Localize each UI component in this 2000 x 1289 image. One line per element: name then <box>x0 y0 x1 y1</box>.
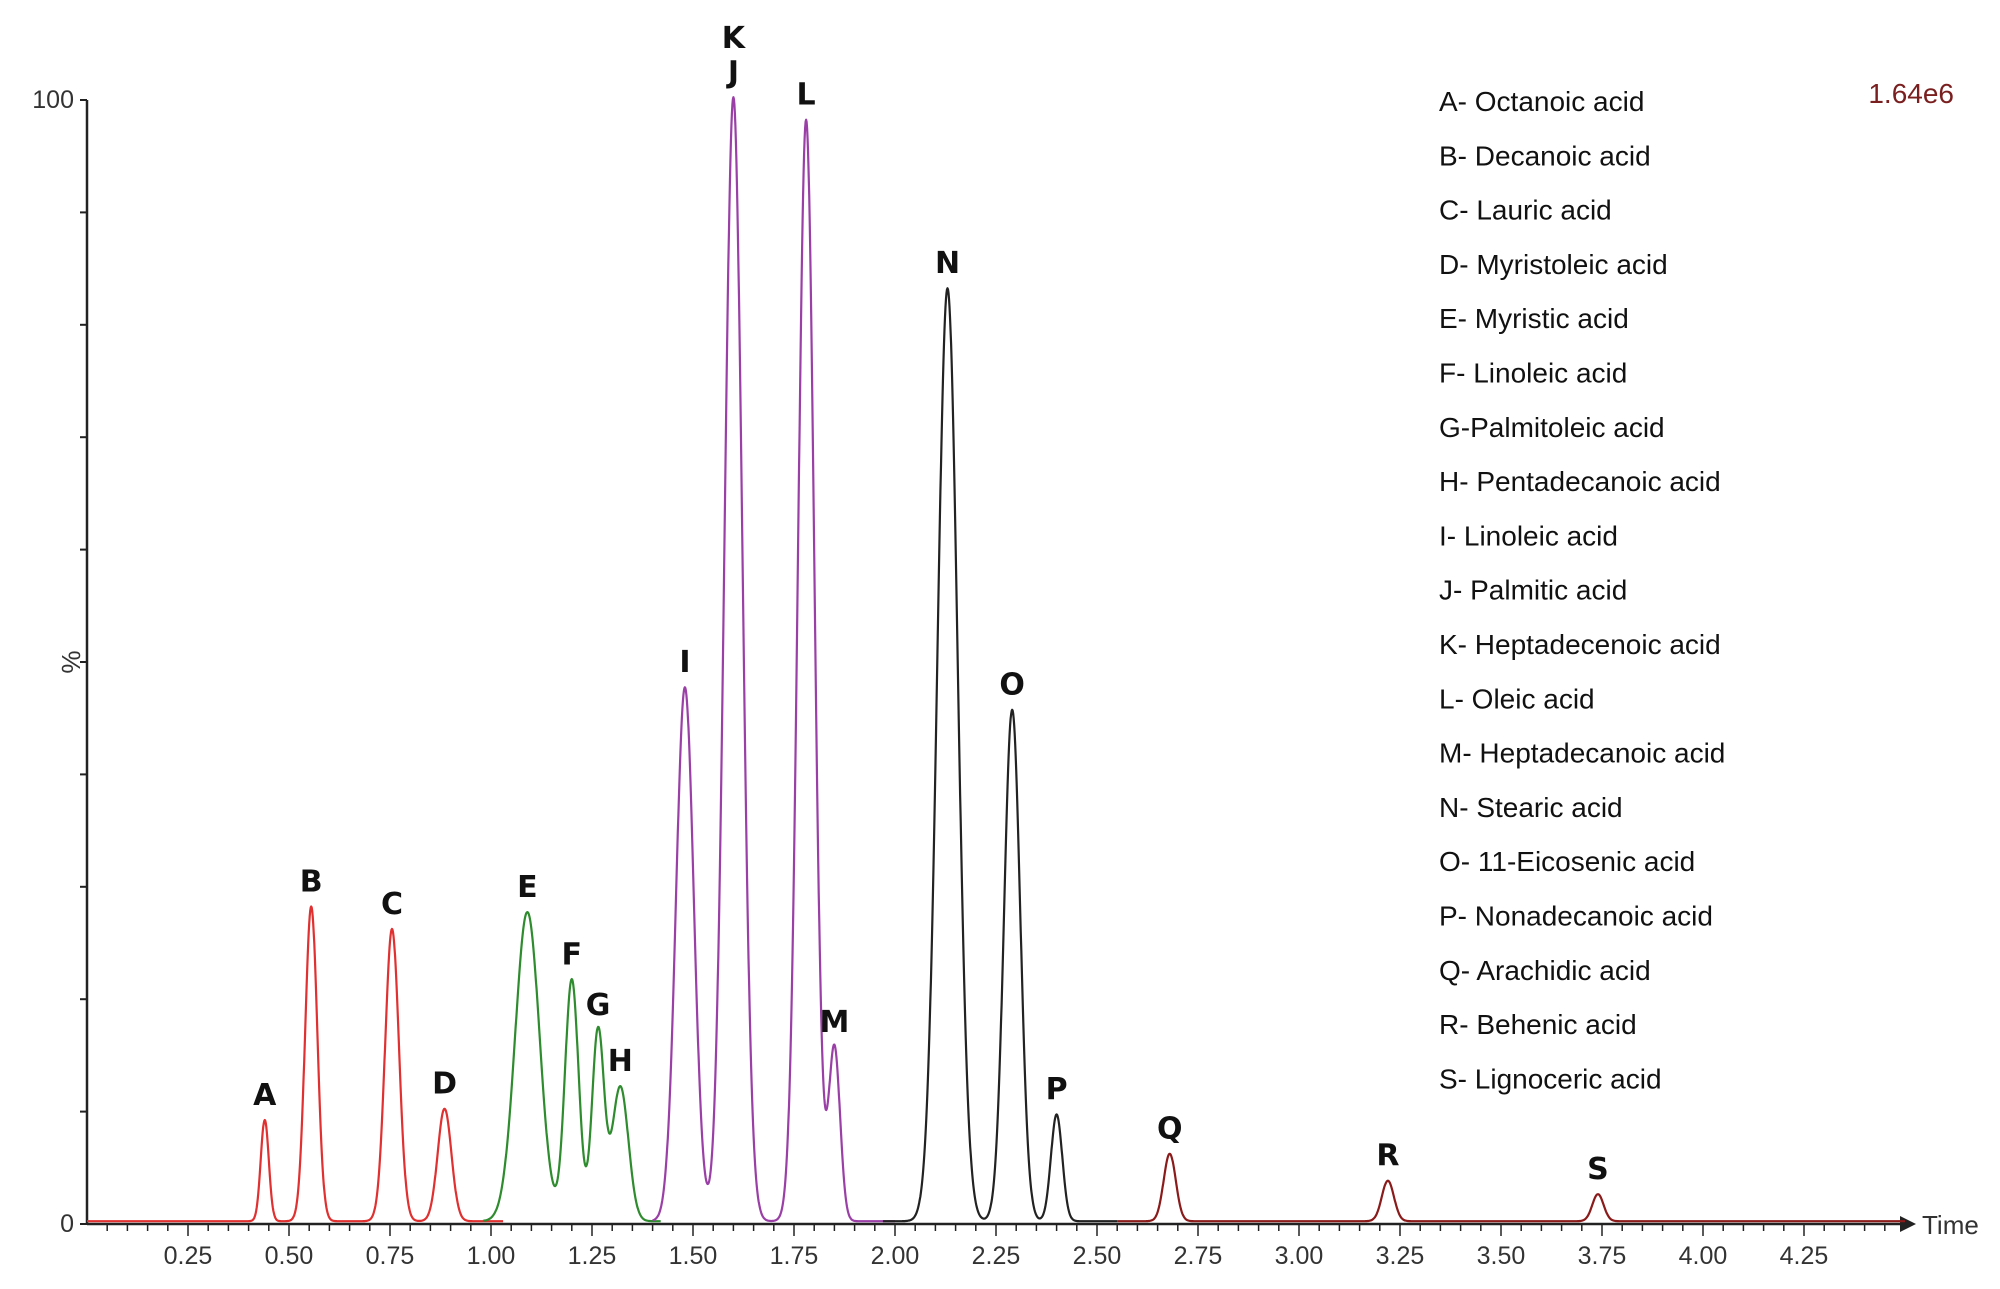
x-tick-label: 4.25 <box>1780 1242 1829 1270</box>
y-tick-label: 0 <box>60 1210 74 1238</box>
legend-item: D- Myristoleic acid <box>1439 249 1668 280</box>
legend-item: P- Nonadecanoic acid <box>1439 901 1713 932</box>
peak-label-R: R <box>1376 1139 1399 1174</box>
legend-item: N- Stearic acid <box>1439 792 1623 823</box>
peak-label-M: M <box>819 1005 849 1040</box>
series-layer <box>86 96 1906 1223</box>
legend-item: L- Oleic acid <box>1439 683 1595 714</box>
legend-item: M- Heptadecanoic acid <box>1439 738 1725 769</box>
series-segment-3 <box>652 96 896 1223</box>
peak-label-I: I <box>679 645 690 680</box>
x-tick-label: 3.50 <box>1477 1242 1526 1270</box>
peak-label-E: E <box>517 870 538 905</box>
x-tick-label: 3.75 <box>1578 1242 1627 1270</box>
peak-label-C: C <box>381 887 403 922</box>
legend-item: K- Heptadecenoic acid <box>1439 629 1721 660</box>
x-tick-label: 2.25 <box>972 1242 1021 1270</box>
legend-item: R- Behenic acid <box>1439 1009 1637 1040</box>
series-segment-2 <box>482 911 662 1223</box>
x-tick-label: 0.50 <box>265 1242 314 1270</box>
y-tick-label: 100 <box>32 86 74 114</box>
peak-label-L: L <box>797 77 816 112</box>
intensity-scale-label: 1.64e6 <box>1868 78 1954 109</box>
x-tick-label: 1.00 <box>467 1242 516 1270</box>
peak-label-N: N <box>935 246 960 281</box>
peak-label-F: F <box>562 937 583 972</box>
x-ticks: 0.25 0.50 0.75 1.00 1.25 1.50 1.75 2.00 2.25 2.50… <box>106 1224 1886 1270</box>
y-axis-label: % <box>56 650 86 673</box>
x-tick-label: 3.00 <box>1275 1242 1324 1270</box>
peak-label-S: S <box>1587 1152 1609 1187</box>
legend-item: Q- Arachidic acid <box>1439 955 1651 986</box>
peak-label-Q: Q <box>1157 1112 1183 1147</box>
legend-item: I- Linoleic acid <box>1439 520 1618 551</box>
x-tick-label: 2.75 <box>1174 1242 1223 1270</box>
legend-item: H- Pentadecanoic acid <box>1439 466 1721 497</box>
legend-item: S- Lignoceric acid <box>1439 1063 1662 1094</box>
legend-item: F- Linoleic acid <box>1439 358 1627 389</box>
peak-label-D: D <box>432 1067 457 1102</box>
series-segment-1 <box>86 905 504 1223</box>
x-tick-label: 1.25 <box>568 1242 617 1270</box>
peak-label-O: O <box>999 668 1025 703</box>
legend: A- Octanoic acid B- Decanoic acid C- Lauri… <box>1439 86 1725 1094</box>
legend-item: E- Myristic acid <box>1439 303 1629 334</box>
x-tick-label: 4.00 <box>1679 1242 1728 1270</box>
y-ticks: 0 100 <box>32 86 87 1238</box>
peak-label-B: B <box>300 864 323 899</box>
peak-label-K: K <box>722 21 747 56</box>
legend-item: O- 11-Eicosenic acid <box>1439 846 1695 877</box>
series-segment-5 <box>1116 1152 1906 1223</box>
legend-item: A- Octanoic acid <box>1439 86 1644 117</box>
legend-item: B- Decanoic acid <box>1439 140 1651 171</box>
peak-label-J: J <box>726 55 739 90</box>
legend-item: G-Palmitoleic acid <box>1439 412 1665 443</box>
legend-item: J- Palmitic acid <box>1439 575 1627 606</box>
peak-label-G: G <box>586 988 611 1023</box>
peak-label-H: H <box>608 1044 633 1079</box>
x-axis-label: Time <box>1922 1210 1979 1240</box>
x-tick-label: 0.25 <box>164 1242 213 1270</box>
x-tick-label: 1.50 <box>669 1242 718 1270</box>
x-tick-label: 2.50 <box>1073 1242 1122 1270</box>
x-axis-arrow <box>1900 1216 1916 1232</box>
legend-item: C- Lauric acid <box>1439 195 1612 226</box>
x-tick-label: 3.25 <box>1376 1242 1425 1270</box>
x-tick-label: 1.75 <box>770 1242 819 1270</box>
x-tick-label: 2.00 <box>871 1242 920 1270</box>
x-tick-label: 0.75 <box>366 1242 415 1270</box>
peak-label-P: P <box>1046 1072 1068 1107</box>
peak-label-A: A <box>253 1078 277 1113</box>
series-segment-4 <box>882 287 1118 1223</box>
